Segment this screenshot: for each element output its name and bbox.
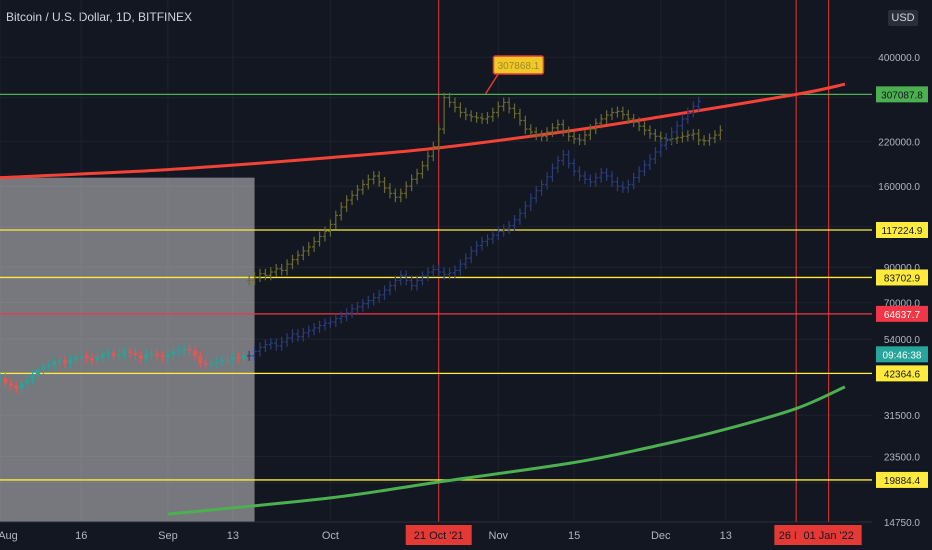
candle xyxy=(101,354,105,358)
candle xyxy=(209,363,214,365)
candle xyxy=(106,352,111,355)
candle xyxy=(3,377,8,384)
curves xyxy=(0,82,846,516)
candle xyxy=(160,355,165,358)
shaded-box xyxy=(0,177,255,522)
x-highlight-label: 01 Jan '22 xyxy=(803,530,853,542)
candle xyxy=(176,350,181,352)
x-tick-label: Sep xyxy=(158,530,178,542)
candle xyxy=(149,353,154,355)
x-tick-label: Oct xyxy=(322,530,339,542)
currency-label[interactable]: USD xyxy=(888,10,918,26)
candle xyxy=(19,383,24,389)
y-tick-label: 23500.0 xyxy=(884,452,921,463)
candle xyxy=(25,379,29,384)
x-highlight-bg xyxy=(405,525,472,545)
x-tick-label: 13 xyxy=(227,530,239,542)
candle xyxy=(73,357,78,360)
candle xyxy=(225,360,230,362)
level-label: 19884.4 xyxy=(884,476,921,487)
y-axis: 14750.019500.023500.031500.042000.054000… xyxy=(876,53,928,529)
candle xyxy=(0,377,2,379)
candle xyxy=(166,354,170,358)
candle xyxy=(8,383,13,386)
level-label-bg xyxy=(876,365,928,382)
candle xyxy=(144,354,149,359)
level-label: 307087.8 xyxy=(881,90,923,101)
x-tick-label: 13 xyxy=(720,530,732,542)
candle xyxy=(128,351,132,353)
upper-curve xyxy=(0,82,846,180)
candle xyxy=(138,355,143,359)
price-series xyxy=(0,92,723,394)
candle xyxy=(133,352,138,356)
level-label: 64637.7 xyxy=(884,310,921,321)
candle xyxy=(84,355,89,359)
candle xyxy=(214,361,219,364)
level-label: 83702.9 xyxy=(884,273,921,284)
candle xyxy=(117,354,122,356)
y-tick-label: 70000.0 xyxy=(884,299,921,310)
candle xyxy=(122,351,127,355)
level-label-bg xyxy=(876,305,928,322)
x-tick-label: Dec xyxy=(651,530,671,542)
candle xyxy=(79,355,84,358)
y-tick-label: 220000.0 xyxy=(878,137,920,148)
y-tick-label: 90000.0 xyxy=(884,263,921,274)
candle xyxy=(230,357,235,361)
candle xyxy=(14,385,19,389)
candle xyxy=(63,360,67,364)
x-highlight-label: 21 Oct '21 xyxy=(414,530,464,542)
y-tick-label: 14750.0 xyxy=(884,518,921,529)
candle xyxy=(41,366,46,370)
callout-pointer xyxy=(484,71,501,95)
candle xyxy=(68,359,73,364)
level-label-bg xyxy=(876,86,928,103)
y-tick-label: 160000.0 xyxy=(878,182,920,193)
chart-title: Bitcoin / U.S. Dollar, 1D, BITFINEX xyxy=(6,10,193,24)
candle xyxy=(52,361,57,365)
y-tick-label: 54000.0 xyxy=(884,335,921,346)
level-label: 117224.9 xyxy=(882,226,923,237)
x-highlight-bg xyxy=(795,525,862,545)
candle xyxy=(46,364,51,367)
candle xyxy=(171,351,176,355)
x-tick-label: Aug xyxy=(0,530,18,542)
shaded-region xyxy=(0,177,255,522)
countdown-label: 09:46:38 xyxy=(883,350,922,361)
callout-box xyxy=(492,55,545,75)
level-label: 42364.6 xyxy=(884,369,921,380)
candle xyxy=(182,348,187,351)
candle xyxy=(236,357,241,359)
candle xyxy=(187,348,192,351)
candle xyxy=(30,374,35,380)
candle xyxy=(57,360,62,362)
candle xyxy=(220,360,224,362)
x-tick-label: Nov xyxy=(489,530,509,542)
x-tick-label: 16 xyxy=(75,530,87,542)
candle xyxy=(155,353,159,356)
level-label-bg xyxy=(876,222,928,239)
countdown-bg xyxy=(876,346,928,363)
candle xyxy=(198,355,203,364)
lower-curve xyxy=(167,385,846,516)
candle xyxy=(36,369,40,375)
candle xyxy=(241,355,246,359)
level-label-bg xyxy=(876,269,928,286)
y-tick-label: 400000.0 xyxy=(878,53,920,64)
peak-callout: 307868.1 xyxy=(484,55,545,95)
horizontal-levels xyxy=(0,93,872,481)
candle xyxy=(95,357,100,361)
candle xyxy=(90,358,94,361)
candle xyxy=(111,352,116,356)
level-label-bg xyxy=(876,471,928,488)
vertical-lines xyxy=(438,0,830,522)
candle xyxy=(203,363,208,365)
x-tick-label: 15 xyxy=(568,530,580,542)
candle xyxy=(193,350,197,356)
callout-label: 307868.1 xyxy=(498,61,540,72)
y-tick-label: 31500.0 xyxy=(884,411,921,422)
